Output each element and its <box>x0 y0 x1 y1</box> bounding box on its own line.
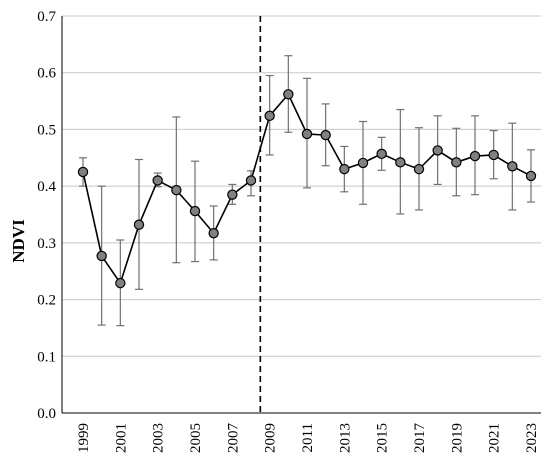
x-tick-label: 2019 <box>449 423 465 453</box>
data-points <box>77 89 537 289</box>
y-tick-label: 0.3 <box>37 236 56 252</box>
x-tick-label: 2001 <box>113 423 129 453</box>
data-point <box>208 228 219 239</box>
data-point <box>283 89 294 100</box>
data-point <box>189 205 201 217</box>
data-point <box>525 170 537 182</box>
y-tick-labels: 0.0 0.1 0.2 0.3 0.4 0.5 0.6 0.7 <box>37 9 56 422</box>
data-point <box>413 163 425 175</box>
data-point <box>245 175 257 186</box>
data-point <box>451 157 462 168</box>
data-point <box>115 277 126 289</box>
x-tick-label: 2011 <box>300 423 316 452</box>
x-tick-label: 2023 <box>524 423 540 453</box>
data-point <box>507 161 518 172</box>
error-bars <box>79 55 535 327</box>
x-tick-label: 2009 <box>263 423 279 453</box>
y-tick-label: 0.7 <box>37 9 56 25</box>
data-point <box>133 219 145 230</box>
y-tick-label: 0.2 <box>37 293 56 309</box>
data-point <box>301 128 313 140</box>
x-tick-label: 2017 <box>412 423 428 454</box>
data-point <box>264 110 275 122</box>
data-point <box>152 175 163 186</box>
x-tick-label: 2007 <box>225 423 241 454</box>
x-tick-label: 2003 <box>151 423 167 453</box>
gridlines <box>62 15 541 357</box>
y-tick-label: 0.6 <box>37 66 56 82</box>
data-point <box>171 184 182 196</box>
data-point <box>339 163 350 175</box>
data-point <box>376 148 387 160</box>
data-point <box>96 250 107 262</box>
data-point <box>357 157 369 169</box>
y-axis-title: NDVI <box>9 219 28 263</box>
data-point <box>469 150 481 162</box>
y-tick-label: 0.0 <box>37 406 56 422</box>
axes <box>61 16 541 414</box>
x-tick-label: 2021 <box>487 423 503 453</box>
x-tick-labels: 1999 2001 2003 2005 2007 2009 2011 2013 2015 2017… <box>76 423 540 454</box>
y-tick-label: 0.4 <box>37 179 56 195</box>
x-tick-label: 2005 <box>188 423 204 453</box>
data-point <box>320 129 331 141</box>
data-point <box>77 166 89 178</box>
y-tick-label: 0.5 <box>37 122 56 138</box>
data-point <box>488 149 499 161</box>
y-tick-label: 0.1 <box>37 349 56 365</box>
data-point <box>227 189 238 200</box>
x-tick-label: 1999 <box>76 423 92 453</box>
data-point <box>432 145 443 156</box>
x-tick-label: 2013 <box>337 423 353 453</box>
x-tick-label: 2015 <box>375 423 391 453</box>
data-point <box>395 157 406 168</box>
